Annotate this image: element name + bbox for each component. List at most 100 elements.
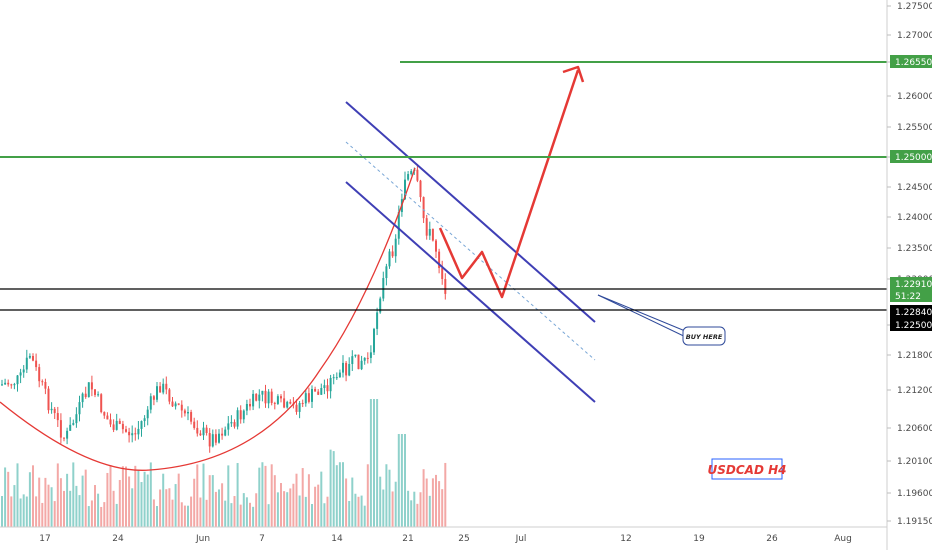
- volume-bar: [342, 462, 344, 527]
- candle-body: [438, 251, 441, 269]
- candle-body: [385, 266, 388, 279]
- symbol-label: USDCAD H4: [708, 463, 787, 477]
- volume-bar: [66, 473, 69, 527]
- candle-body: [16, 375, 19, 385]
- volume-bar: [159, 489, 162, 527]
- candle-body: [360, 360, 363, 370]
- volume-bar: [125, 466, 127, 527]
- volume-bar: [435, 474, 437, 527]
- candle-body: [174, 403, 177, 407]
- candle-body: [208, 433, 211, 447]
- candle-body: [100, 394, 103, 413]
- volume-bar: [162, 473, 165, 527]
- volume-bar: [41, 502, 44, 527]
- candle-body: [56, 413, 59, 421]
- candle-body: [50, 408, 53, 411]
- candle-body: [118, 420, 121, 424]
- candle-body: [72, 423, 75, 425]
- volume-bar: [53, 501, 56, 527]
- candle-body: [81, 393, 84, 403]
- candle-body: [394, 238, 397, 257]
- x-tick-label: Aug: [834, 534, 852, 544]
- volume-bar: [59, 478, 62, 527]
- candles: [1, 164, 447, 453]
- volume-bar: [230, 503, 233, 527]
- volume-bar: [7, 471, 10, 527]
- volume-bar: [103, 502, 106, 527]
- candle-body: [407, 174, 410, 180]
- y-tick-label: 1.23500: [897, 244, 932, 254]
- candle-body: [441, 268, 444, 280]
- candle-body: [109, 419, 112, 425]
- volume-bar: [4, 467, 7, 527]
- volume-bar: [115, 503, 118, 527]
- channel-lower-line: [345, 181, 596, 403]
- volume-bar: [233, 496, 236, 527]
- projection-path: [438, 69, 580, 299]
- candle-body: [286, 401, 289, 408]
- volume-bar: [171, 499, 174, 527]
- volume-bar: [431, 478, 434, 527]
- volume-bar: [180, 502, 183, 527]
- volume-bar: [363, 505, 366, 527]
- candle-body: [280, 396, 282, 399]
- candle-body: [196, 427, 199, 434]
- volume-bar: [94, 485, 96, 527]
- candle-body: [28, 356, 31, 358]
- candle-body: [379, 298, 382, 313]
- volume-bar: [261, 462, 264, 527]
- volume-bar: [214, 491, 217, 527]
- volume-bar: [38, 477, 41, 527]
- candle-body: [128, 431, 131, 436]
- projection-arrowhead: [562, 65, 585, 83]
- volume-bar: [444, 462, 447, 527]
- candle-body: [22, 369, 25, 373]
- candle-body: [78, 402, 81, 415]
- volume-bar: [131, 488, 134, 527]
- candle-body: [276, 396, 279, 404]
- candle-body: [338, 372, 341, 378]
- candle-body: [75, 414, 78, 424]
- volume-bar: [422, 469, 425, 527]
- candle-body: [214, 434, 217, 443]
- candle-body: [444, 279, 447, 294]
- candle-body: [218, 433, 220, 443]
- volume-bar: [224, 500, 227, 527]
- volume-bar: [373, 399, 375, 527]
- volume-bar: [329, 449, 332, 527]
- volume-bar: [10, 496, 13, 527]
- volume-bar: [267, 504, 270, 527]
- candle-body: [13, 384, 16, 386]
- candle-body: [335, 377, 338, 379]
- volume-bar: [357, 496, 360, 527]
- candle-body: [152, 396, 155, 400]
- volume-bar: [311, 503, 313, 527]
- volume-bar: [307, 474, 310, 527]
- candle-body: [289, 401, 292, 404]
- candle-body: [32, 356, 34, 361]
- candle-body: [298, 403, 301, 412]
- candle-body: [66, 430, 69, 439]
- candle-body: [267, 391, 270, 404]
- volume-bar: [121, 466, 124, 527]
- volume-bar: [413, 491, 416, 527]
- candle-body: [311, 388, 313, 402]
- price-tag-label: 1.26550: [895, 58, 932, 68]
- candle-body: [63, 437, 65, 439]
- candle-body: [351, 356, 354, 365]
- y-tick-label: 1.25500: [897, 123, 932, 133]
- volume-bar: [13, 485, 16, 527]
- volume-bar: [298, 495, 301, 527]
- volume-bar: [47, 484, 50, 527]
- price-axis: 1.275001.270001.265001.260001.255001.250…: [886, 0, 932, 550]
- candle-body: [261, 390, 264, 395]
- x-tick-label: 26: [766, 534, 778, 544]
- candle-body: [227, 423, 230, 430]
- volume-bar: [369, 399, 372, 527]
- candle-body: [320, 388, 323, 395]
- candle-body: [304, 393, 307, 404]
- price-tag-box: [890, 55, 932, 68]
- candle-body: [187, 412, 189, 414]
- y-tick-label: 1.19600: [897, 489, 932, 499]
